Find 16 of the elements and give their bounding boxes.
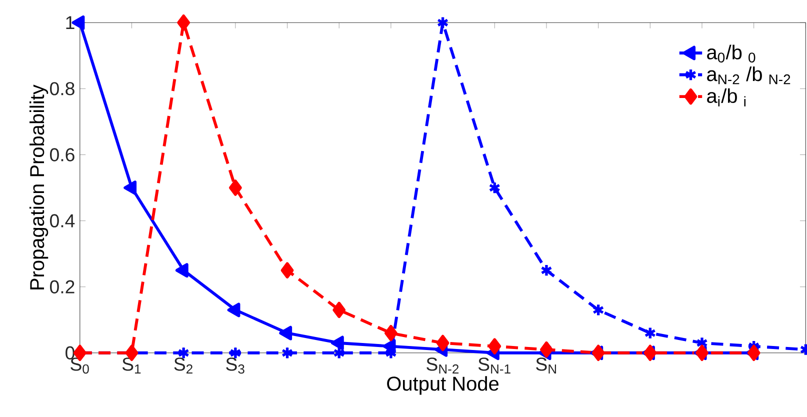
legend-label: a$_{i}$/b $_{i}$: [707, 88, 746, 106]
x-tick-label: S$_{N-1}$: [478, 358, 510, 374]
x-tick-label: S$_{2}$: [174, 358, 192, 374]
y-tick-label: 0.4: [50, 214, 75, 228]
y-tick-label: 0: [66, 346, 74, 360]
y-tick-label: 0.6: [50, 148, 74, 162]
y-tick-label: 0.8: [50, 82, 74, 96]
x-tick-label: S$_{3}$: [226, 358, 244, 374]
legend-label: a$_{N-2}$ /b $_{N-2}$: [707, 66, 790, 84]
legend-label: a$_{0}$/b $_{0}$: [707, 44, 756, 63]
x-axis-title: Output Node: [387, 376, 498, 395]
x-tick-label: S$_{N}$: [536, 358, 556, 374]
x-tick-label: S$_{N-2}$: [426, 358, 459, 374]
y-tick-label: 0.2: [50, 280, 74, 294]
y-tick-label: 1: [66, 16, 74, 30]
y-axis-title: Propagation Probability: [30, 84, 48, 290]
